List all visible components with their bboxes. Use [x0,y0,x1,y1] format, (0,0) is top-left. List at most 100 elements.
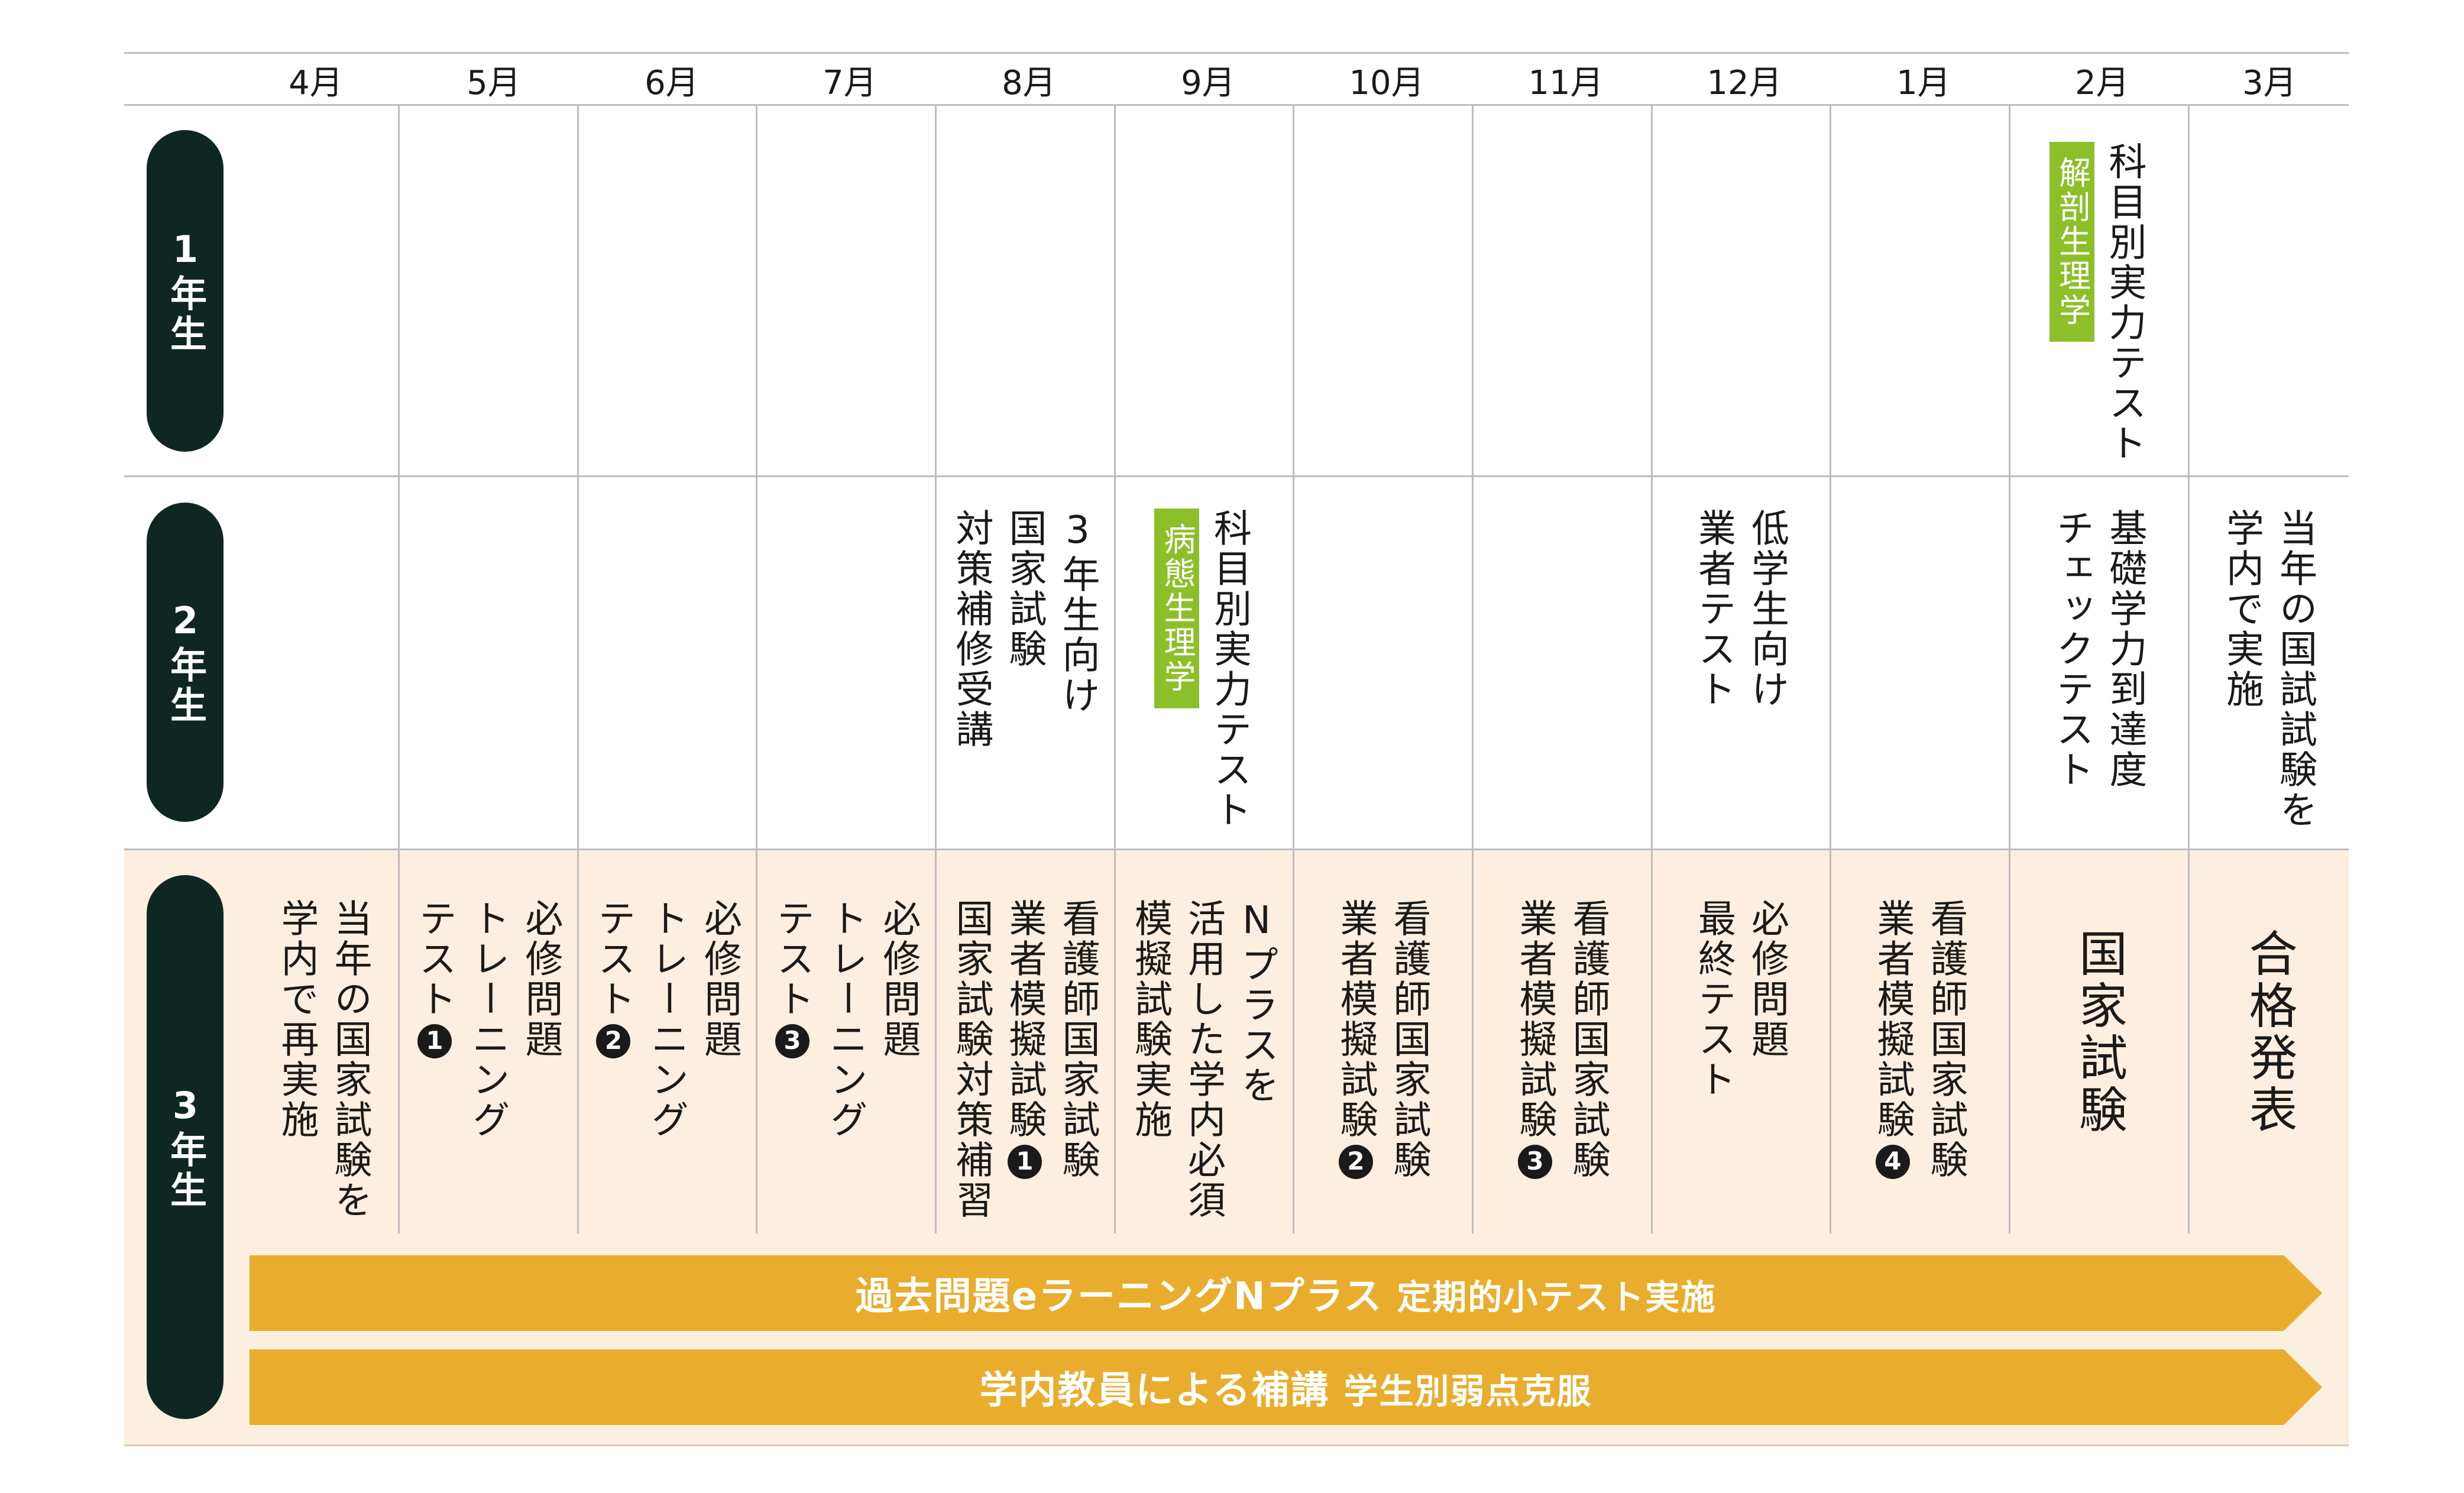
year1-label: 1年生 [147,130,224,452]
y3-aug-line3: 国家試験対策補習 [949,899,993,1220]
col-divider [1651,104,1653,1233]
y3-aug-line1: 看護師国家試験 [1055,899,1100,1180]
y3-sep-line2: 活用した学内必須 [1181,899,1225,1220]
row-divider-1 [124,475,2349,477]
number-badge: 2 [1338,1145,1373,1179]
month-sep: 9月 [1181,64,1235,102]
y3-jun-line1: 必修問題 [698,899,742,1060]
col-divider [2009,104,2010,1233]
tutoring-sub: 学生別弱点克服 [1343,1371,1592,1411]
y2-feb-line1: 基礎学力到達度 [2103,509,2147,790]
number-badge: 3 [1517,1145,1552,1179]
col-divider [398,104,400,1233]
month-feb: 2月 [2075,64,2129,102]
y2-feb-cell: 基礎学力到達度 チェックテスト [2009,509,2188,790]
y2-sep-cell: 科目別実力テスト 病態生理学 [1114,509,1293,830]
y1-feb-line1: 科目別実力テスト [2102,142,2146,464]
y3-apr-line2: 学内で再実施 [274,899,319,1140]
y3-jun-line2: トレーニング [645,899,688,1140]
month-dec: 12月 [1707,64,1782,102]
y3-feb-line1: 国家試験 [2070,928,2127,1136]
y3-sep-line3: 模擬試験実施 [1128,899,1172,1140]
y2-dec-cell: 低学生向け 業者テスト [1651,509,1830,710]
col-divider [1472,104,1474,1233]
tutoring-arrow: 学内教員による補講 学生別弱点克服 [250,1349,2322,1425]
y3-dec-line1: 必修問題 [1745,899,1789,1060]
col-divider [1114,104,1116,1233]
elearning-main: 過去問題eラーニングNプラス [855,1275,1383,1319]
y2-dec-line1: 低学生向け [1745,509,1789,710]
y3-dec-cell: 必修問題 最終テスト [1651,899,1830,1100]
year2-label: 2年生 [147,503,224,822]
elearning-sub: 定期的小テスト実施 [1397,1277,1717,1317]
number-badge: 1 [1007,1145,1042,1179]
y3-feb-cell: 国家試験 [2009,928,2188,1136]
y3-mar-line1: 合格発表 [2240,928,2297,1136]
y3-oct-line2: 業者模擬試験2 [1333,899,1379,1184]
y2-sep-tag: 病態生理学 [1154,509,1199,708]
year3-label: 3年生 [147,875,224,1419]
y2-aug-cell: 3年生向け 国家試験 対策補修受講 [935,509,1114,750]
y3-jan-line1: 看護師国家試験 [1924,899,1968,1180]
y3-sep-cell: Nプラスを 活用した学内必須 模擬試験実施 [1114,899,1293,1220]
y3-dec-line2: 最終テスト [1692,899,1736,1100]
number-badge: 2 [596,1024,630,1058]
month-jan: 1月 [1896,64,1951,102]
y3-jul-line1: 必修問題 [876,899,921,1060]
col-divider [2188,104,2190,1233]
y3-apr-cell: 当年の国家試験を 学内で再実施 [248,899,398,1220]
month-jul: 7月 [823,64,877,102]
month-jun: 6月 [645,64,699,102]
col-divider [1293,104,1294,1233]
y1-feb-cell: 科目別実力テスト 解剖生理学 [2009,142,2188,464]
y1-feb-tag: 解剖生理学 [2049,142,2094,342]
number-badge: 1 [417,1024,452,1058]
y3-nov-line2: 業者模擬試験3 [1512,899,1558,1184]
number-badge: 4 [1875,1145,1910,1179]
bottom-border [124,1445,2349,1446]
tutoring-main: 学内教員による補講 [979,1369,1330,1413]
row-divider-2 [124,848,2349,850]
y3-mar-cell: 合格発表 [2188,928,2349,1136]
y2-mar-line1: 当年の国試試験を [2273,509,2317,830]
y3-jan-line2: 業者模擬試験4 [1870,899,1916,1184]
y3-nov-line1: 看護師国家試験 [1566,899,1610,1180]
month-may: 5月 [467,64,521,102]
year3-band [124,850,2349,1445]
y2-mar-line2: 学内で実施 [2220,509,2264,710]
y2-sep-line1: 科目別実力テスト [1207,509,1251,830]
number-badge: 3 [775,1024,810,1058]
elearning-arrow: 過去問題eラーニングNプラス 定期的小テスト実施 [250,1255,2322,1331]
y3-may-line3: テスト1 [412,899,458,1063]
y3-jan-cell: 看護師国家試験 業者模擬試験4 [1830,899,2009,1184]
y3-oct-line1: 看護師国家試験 [1387,899,1431,1180]
y2-aug-line2: 国家試験 [1002,509,1047,669]
y3-aug-line2: 業者模擬試験1 [1002,899,1048,1184]
y2-mar-cell: 当年の国試試験を 学内で実施 [2188,509,2349,830]
y3-jun-cell: 必修問題 トレーニング テスト2 [577,899,756,1140]
y3-sep-line1: Nプラスを [1235,899,1278,1106]
y3-aug-cell: 看護師国家試験 業者模擬試験1 国家試験対策補習 [935,899,1114,1220]
y3-jul-cell: 必修問題 トレーニング テスト3 [756,899,935,1140]
month-apr: 4月 [289,64,343,102]
y3-jul-line3: テスト3 [769,899,815,1063]
col-divider [935,104,937,1233]
month-aug: 8月 [1002,64,1056,102]
col-divider [756,104,757,1233]
y3-may-cell: 必修問題 トレーニング テスト1 [398,899,577,1140]
y2-dec-line2: 業者テスト [1692,509,1736,710]
col-divider [1830,104,1831,1233]
col-divider [577,104,579,1233]
y2-aug-line3: 対策補修受講 [949,509,993,750]
month-nov: 11月 [1528,64,1604,102]
y3-may-line2: トレーニング [465,899,510,1140]
month-oct: 10月 [1349,64,1424,102]
y2-aug-line1: 3年生向け [1055,509,1100,715]
y3-apr-line1: 当年の国家試験を [328,899,372,1220]
y3-may-line1: 必修問題 [519,899,563,1060]
y3-jul-line2: トレーニング [823,899,867,1140]
y3-jun-line3: テスト2 [590,899,636,1063]
y3-nov-cell: 看護師国家試験 業者模擬試験3 [1472,899,1651,1184]
month-mar: 3月 [2242,64,2297,102]
top-border [124,52,2349,54]
